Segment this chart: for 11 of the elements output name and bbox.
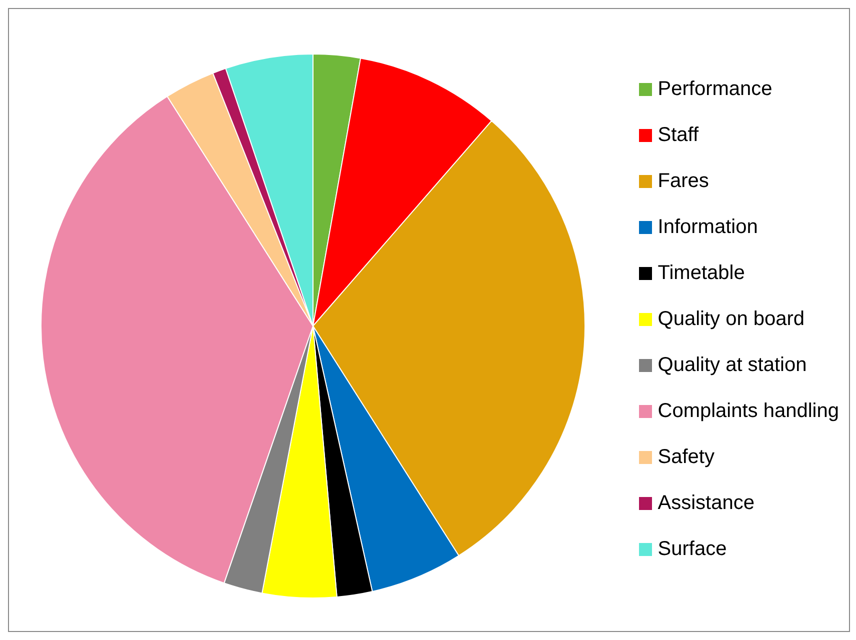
legend-label: Assistance bbox=[658, 491, 754, 516]
legend-label: Performance bbox=[658, 77, 772, 102]
legend-label: Complaints handling bbox=[658, 399, 839, 424]
legend-label: Quality on board bbox=[658, 307, 805, 332]
legend-label: Timetable bbox=[658, 261, 745, 286]
legend-label: Quality at station bbox=[658, 353, 807, 378]
legend-label: Information bbox=[658, 215, 758, 240]
legend-label: Safety bbox=[658, 445, 714, 470]
legend-label: Surface bbox=[658, 537, 727, 562]
legend-label: Fares bbox=[658, 169, 709, 194]
legend-label: Staff bbox=[658, 123, 699, 148]
